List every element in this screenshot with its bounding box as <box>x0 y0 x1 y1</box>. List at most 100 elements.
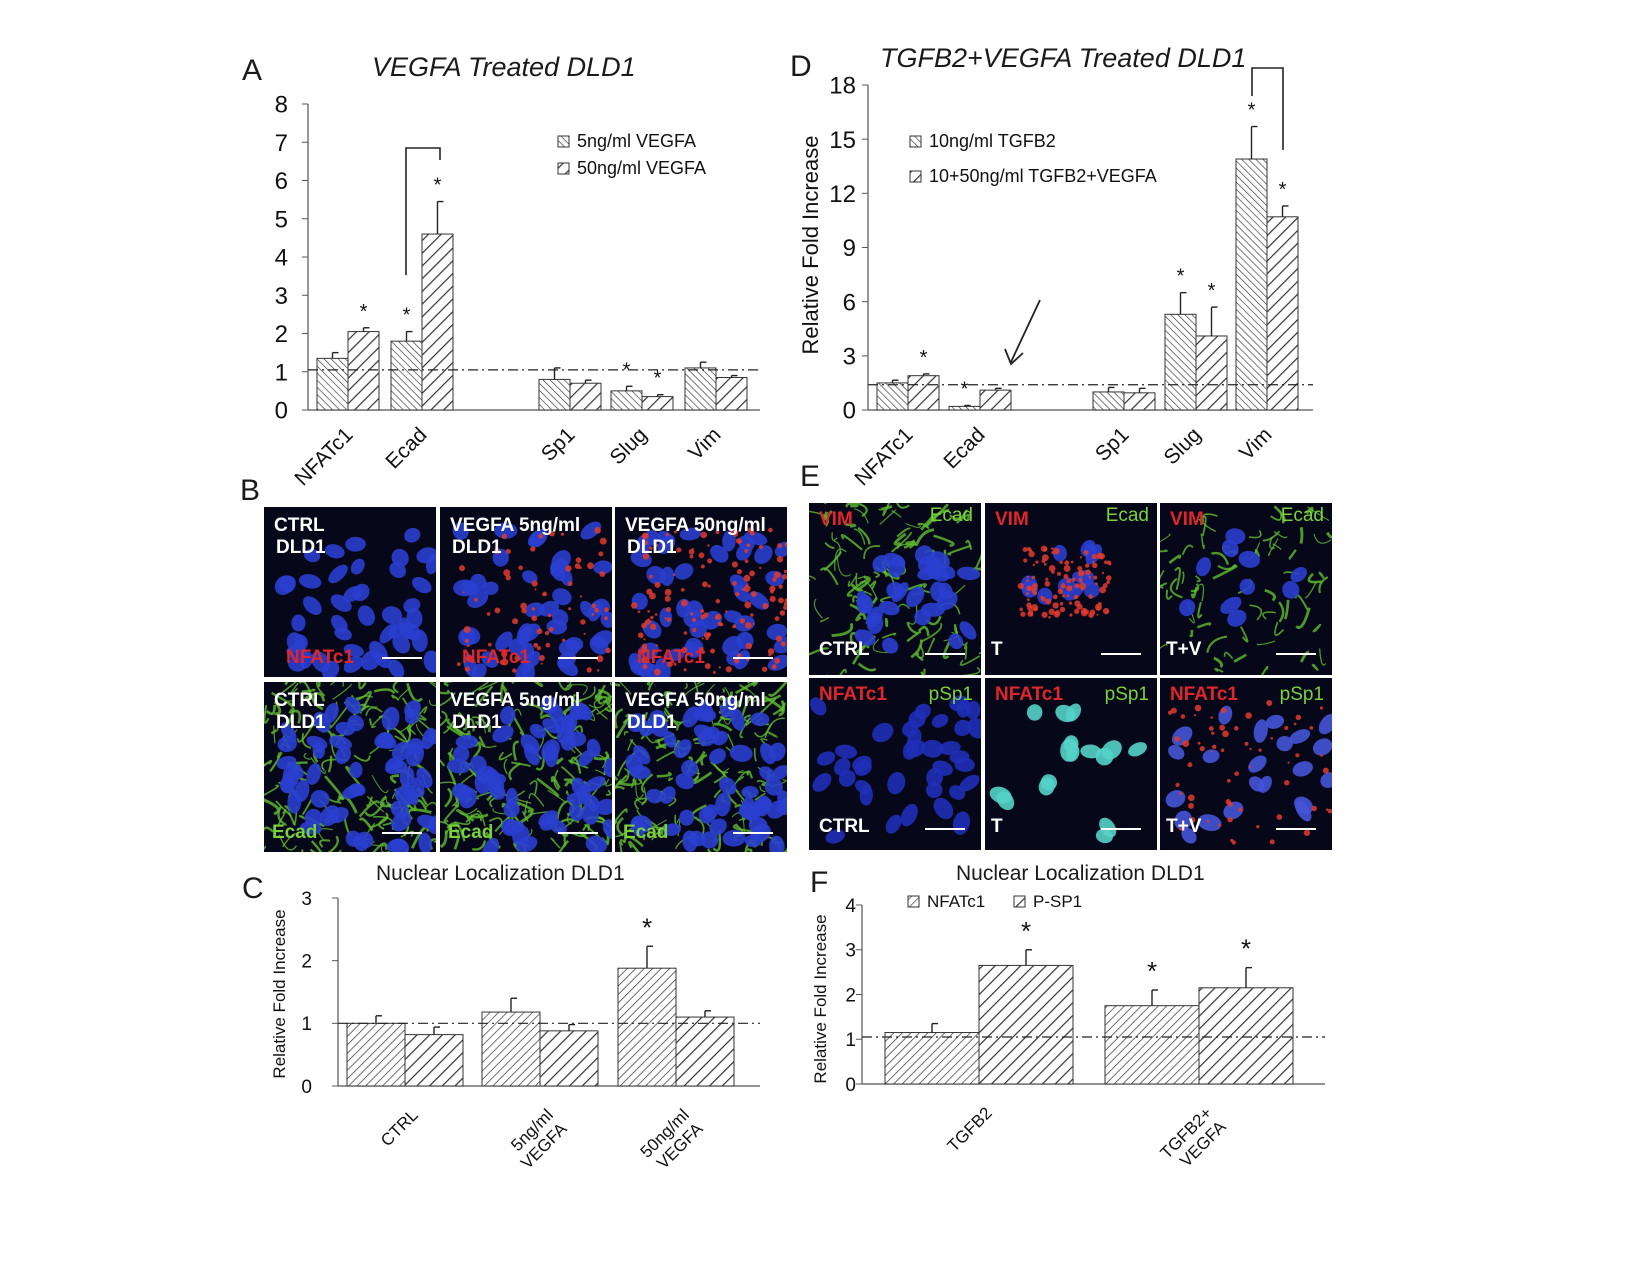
chart-c-y-tick-label: 1 <box>301 1014 312 1035</box>
chart-d-bar <box>1164 313 1197 411</box>
chart-a-category-label-line: Sp1 <box>537 423 580 466</box>
chart-d-significance-star: * <box>1177 266 1185 288</box>
chart-d-legend-swatch <box>909 170 922 183</box>
chart-d-y-tick-label: 6 <box>843 289 856 316</box>
scale-bar <box>558 832 598 834</box>
chart-f-legend-swatch <box>907 895 920 908</box>
scale-bar <box>925 828 965 830</box>
chart-c-title: Nuclear Localization DLD1 <box>376 862 625 885</box>
chart-c-bar <box>346 1022 406 1087</box>
cell-field-image <box>809 695 981 844</box>
chart-c-category-label: 5ng/mlVEGFA <box>503 1105 571 1173</box>
panel-letter-c: C <box>242 872 264 905</box>
chart-d-category-label-line: Ecad <box>939 423 989 473</box>
chart-a-category-label: Ecad <box>381 423 431 473</box>
chart-d-bar <box>1123 392 1156 411</box>
micrograph-condition-label: VEGFA 5ng/ml <box>450 515 581 536</box>
chart-f-legend-label: P-SP1 <box>1033 892 1082 911</box>
chart-d-category-label: Ecad <box>939 423 989 473</box>
micrograph-marker-label: Ecad <box>448 822 494 843</box>
cell-field-image <box>989 703 1147 844</box>
chart-c-y-axis-label: Relative Fold Increase <box>270 909 289 1078</box>
chart-c-category-label-line: CTRL <box>377 1105 422 1150</box>
panel-b-micrograph-3: VEGFA 50ng/ml DLD1 NFATc1 <box>615 507 787 677</box>
chart-d-significance-star: * <box>920 347 928 369</box>
scale-bar <box>1276 828 1316 830</box>
chart-d-comparison-bracket <box>1251 67 1284 150</box>
scale-bar <box>382 832 422 834</box>
panel-e-micrograph-3: VIM Ecad T+V <box>1160 503 1332 675</box>
scale-bar <box>558 657 598 659</box>
micrograph-green-channel-label: pSp1 <box>928 684 973 705</box>
chart-a-category-label-line: Vim <box>684 423 726 465</box>
chart-a-category-label-line: NFATc1 <box>290 423 357 490</box>
chart-d-category-label: Slug <box>1160 423 1206 469</box>
micrograph-condition-label: T+V <box>1166 816 1202 837</box>
micrograph-cell-line-label: DLD1 <box>452 537 502 558</box>
micrograph-green-channel-label: Ecad <box>1105 505 1149 526</box>
chart-d-category-label-line: Sp1 <box>1091 423 1134 466</box>
chart-a-legend-swatch <box>557 135 570 148</box>
chart-f-y-tick-label: 2 <box>845 985 856 1006</box>
chart-f-legend-swatch <box>1013 895 1026 908</box>
chart-d-bar <box>1092 391 1125 411</box>
chart-d-legend-label: 10ng/ml TGFB2 <box>929 131 1056 151</box>
micrograph-red-channel-label: VIM <box>1170 509 1204 530</box>
chart-a-category-label: Slug <box>606 423 652 469</box>
cell-field-image <box>440 682 612 852</box>
chart-c-y-tick-label: 2 <box>301 952 312 973</box>
chart-d-y-axis-label: Relative Fold Increase <box>798 136 823 355</box>
chart-d-title: TGFB2+VEGFA Treated DLD1 <box>880 43 1247 73</box>
micrograph-red-channel-label: VIM <box>995 509 1029 530</box>
cell-field-image <box>452 521 612 677</box>
panel-b-micrograph-5: VEGFA 5ng/ml DLD1 Ecad <box>440 682 612 852</box>
cell-field-image <box>809 503 981 675</box>
micrograph-marker-label: NFATc1 <box>637 647 705 668</box>
chart-c-bar <box>481 1011 541 1087</box>
chart-a-category-label: NFATc1 <box>290 423 357 490</box>
chart-a-y-tick-label: 1 <box>275 359 288 386</box>
micrograph-cell-line-label: DLD1 <box>627 537 677 558</box>
chart-d-legend-swatch <box>909 135 922 148</box>
chart-a-title: VEGFA Treated DLD1 <box>372 52 636 82</box>
cell-field-image <box>274 527 436 677</box>
panel-letter-e: E <box>800 460 821 493</box>
panel-b-micrograph-6: VEGFA 50ng/ml DLD1 Ecad <box>615 682 787 852</box>
chart-f-bar <box>1198 987 1294 1085</box>
micrograph-condition-label: T <box>991 816 1003 837</box>
chart-a-category-label: Vim <box>684 423 726 465</box>
micrograph-cell-line-label: DLD1 <box>276 712 326 733</box>
chart-f-y-tick-label: 3 <box>845 941 856 962</box>
chart-f-significance-star: * <box>1147 956 1157 986</box>
chart-d-category-label-line: Vim <box>1235 423 1277 465</box>
micrograph-condition-label: T <box>991 639 1003 660</box>
chart-a-y-tick-label: 4 <box>275 245 288 272</box>
micrograph-cell-line-label: DLD1 <box>627 712 677 733</box>
scale-bar <box>925 653 965 655</box>
chart-d-category-label-line: Slug <box>1160 423 1206 469</box>
micrograph-condition-label: T+V <box>1166 639 1202 660</box>
chart-f-bar <box>884 1032 980 1085</box>
chart-f-bar <box>978 964 1074 1085</box>
cell-field-image <box>264 682 436 852</box>
scale-bar <box>1101 828 1141 830</box>
chart-c-category-label: 50ng/mlVEGFA <box>637 1105 707 1175</box>
micrograph-condition-label: CTRL <box>819 639 870 660</box>
chart-a-y-tick-label: 2 <box>275 321 288 348</box>
chart-a-y-tick-label: 5 <box>275 206 288 233</box>
chart-c-bar <box>675 1016 735 1087</box>
chart-f-category-label-line: TGFB2 <box>944 1103 996 1155</box>
panel-e-micrograph-6: NFATc1 pSp1 T+V <box>1160 678 1332 850</box>
chart-d-bar <box>948 405 981 411</box>
micrograph-green-channel-label: pSp1 <box>1104 684 1149 705</box>
chart-d-arrow-shaft <box>1010 299 1041 363</box>
chart-d-bar <box>876 382 909 411</box>
chart-f-y-tick-label: 1 <box>845 1030 856 1051</box>
chart-a-comparison-bracket <box>405 147 441 275</box>
cell-field-image <box>1017 539 1112 619</box>
panel-letter-d: D <box>790 50 812 83</box>
chart-d-legend-label: 10+50ng/ml TGFB2+VEGFA <box>929 166 1157 186</box>
panel-e-micrograph-1: VIM Ecad CTRL <box>809 503 981 675</box>
micrograph-condition-label: CTRL <box>274 515 325 536</box>
